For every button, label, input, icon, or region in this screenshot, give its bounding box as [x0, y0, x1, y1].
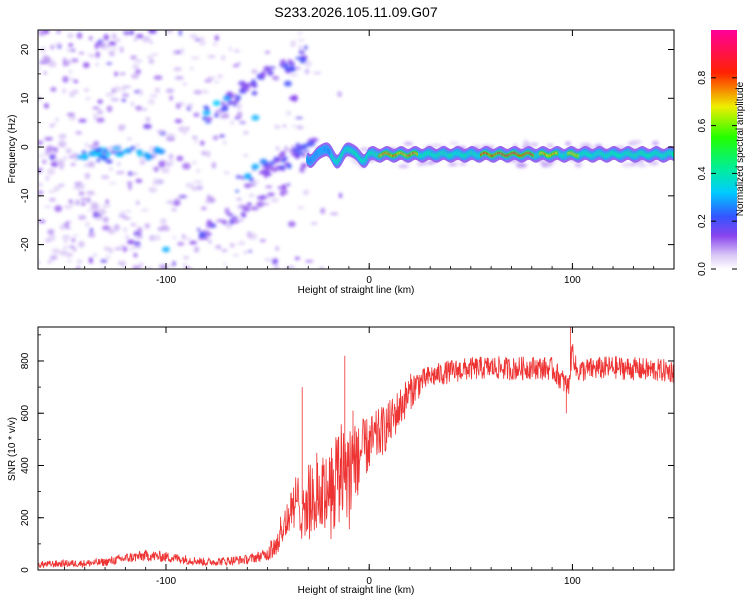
colorbar-tick-label: 0.8: [697, 70, 708, 84]
snr-series-line: [38, 327, 674, 569]
colorbar-label: Normalized spectral amplitude: [735, 81, 746, 216]
snr-ytick-label: 800: [20, 352, 31, 369]
colorbar-ticks: 0.0 0.2 0.4 0.6 0.8: [697, 70, 737, 276]
snr-xlabel: Height of straight line (km): [298, 585, 415, 596]
spectrogram-xtick-label: -100: [156, 275, 176, 286]
colorbar-tick-label: 0.6: [697, 118, 708, 132]
main-tone-band: [306, 142, 674, 169]
snr-xtick-label: 0: [366, 576, 372, 587]
snr-frame: [37, 326, 675, 571]
spectrogram-xlabel: Height of straight line (km): [298, 285, 415, 296]
spectrogram-ytick-label: -10: [20, 188, 31, 203]
spectrogram-frame: [37, 29, 675, 270]
spectrogram-ytick-label: 0: [20, 144, 31, 150]
snr-panel: -100 0 100 0 200 400 600 800 Height of straight…: [7, 326, 675, 596]
spectrogram-ytick-label: 20: [20, 44, 31, 56]
spectrogram-ytick-label: -20: [20, 237, 31, 252]
colorbar: 0.0 0.2 0.4 0.6 0.8 Normalized spectral ampl…: [697, 30, 746, 276]
spectral-noise: [38, 30, 674, 269]
colorbar-tick-label: 0.0: [697, 262, 708, 276]
spectrogram-ylabel: Frequency (Hz): [7, 115, 18, 184]
spectrogram-xtick-label: 100: [564, 275, 581, 286]
spectrogram-image: [38, 30, 674, 269]
snr-ylabel: SNR (10 * v/v): [7, 417, 18, 481]
snr-ytick-label: 600: [20, 404, 31, 421]
snr-ytick-label: 200: [20, 509, 31, 526]
snr-axes: -100 0 100 0 200 400 600 800: [20, 327, 675, 587]
snr-xtick-label: -100: [156, 576, 176, 587]
spectrogram-ytick-label: 10: [20, 92, 31, 104]
colorbar-tick-label: 0.2: [697, 214, 708, 228]
colorbar-tick-label: 0.4: [697, 166, 708, 180]
snr-ytick-label: 400: [20, 457, 31, 474]
spectrogram-xtick-label: 0: [366, 275, 372, 286]
figure-title: S233.2026.105.11.09.G07: [274, 4, 437, 20]
snr-xtick-label: 100: [564, 576, 581, 587]
colorbar-gradient: [711, 30, 737, 269]
snr-ytick-label: 0: [20, 567, 31, 573]
